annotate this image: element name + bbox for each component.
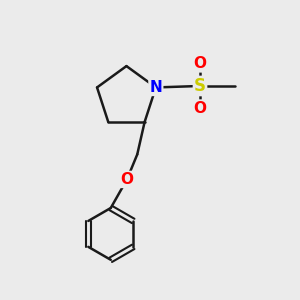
Text: N: N bbox=[149, 80, 162, 95]
Text: O: O bbox=[194, 56, 206, 71]
Text: S: S bbox=[194, 77, 206, 95]
Text: O: O bbox=[121, 172, 134, 187]
Text: O: O bbox=[194, 100, 206, 116]
